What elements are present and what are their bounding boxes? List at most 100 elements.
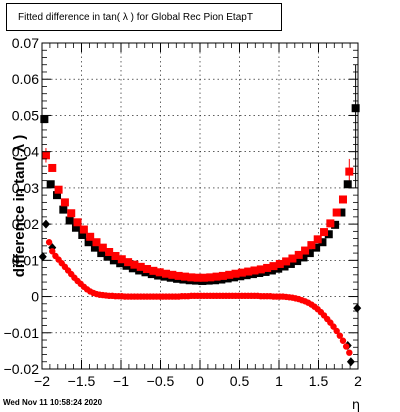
y-tick-label: −0.01 xyxy=(4,325,40,341)
data-point-circle xyxy=(333,327,340,335)
data-point-square xyxy=(143,265,152,274)
x-tick-label: −0.5 xyxy=(147,373,175,389)
data-point-square xyxy=(168,270,177,279)
x-axis-label: η xyxy=(352,398,360,412)
y-tick-label: 0.03 xyxy=(12,180,39,196)
data-point-square xyxy=(331,220,340,229)
data-point-square xyxy=(60,198,69,207)
data-point-square xyxy=(218,271,227,280)
data-point-square xyxy=(117,255,126,264)
data-point-square xyxy=(267,266,276,275)
data-point-square xyxy=(337,208,346,217)
data-point-square xyxy=(124,258,133,267)
data-point-circle xyxy=(336,332,344,339)
grid xyxy=(41,42,359,370)
data-point-square xyxy=(307,241,316,250)
data-point-square xyxy=(90,243,99,252)
data-point-square xyxy=(324,230,333,239)
data-point-square xyxy=(269,262,278,271)
data-point-square xyxy=(54,185,63,194)
data-point-diamond xyxy=(353,303,362,313)
x-tick-label: 1.5 xyxy=(309,373,329,389)
y-tick-label: 0.02 xyxy=(12,216,39,232)
data-point-square xyxy=(65,216,74,225)
data-point-square xyxy=(275,259,284,268)
data-point-circle xyxy=(339,337,347,344)
data-point-square xyxy=(40,115,49,124)
y-tick-label: 0.05 xyxy=(12,107,39,123)
x-tick-label: −2 xyxy=(34,373,50,389)
axis-ticks xyxy=(41,42,359,370)
y-tick-label: 0.01 xyxy=(12,252,39,268)
data-point-square xyxy=(53,191,62,200)
y-tick-label: 0.04 xyxy=(12,144,39,160)
data-point-square xyxy=(97,249,106,258)
data-point-square xyxy=(225,270,234,279)
data-point-square xyxy=(338,195,347,204)
data-point-square xyxy=(41,151,50,160)
data-point-square xyxy=(149,266,158,275)
data-point-square xyxy=(282,257,291,266)
data-point-square xyxy=(84,238,93,247)
y-tick-label: −0.02 xyxy=(4,361,40,377)
data-point-square xyxy=(250,266,259,275)
data-point-square xyxy=(244,267,253,276)
data-point-square xyxy=(59,205,68,214)
data-point-square xyxy=(332,208,341,217)
data-point-square xyxy=(48,163,57,172)
data-point-square xyxy=(237,268,246,277)
data-point-square xyxy=(318,238,327,247)
data-point-square xyxy=(305,249,314,258)
data-point-circle xyxy=(45,239,53,246)
data-point-square xyxy=(105,248,114,257)
data-point-square xyxy=(212,272,221,281)
data-point-square xyxy=(103,252,112,261)
data-point-square xyxy=(92,238,101,247)
y-tick-label: 0.06 xyxy=(12,71,39,87)
data-point-square xyxy=(193,273,202,282)
data-point-square xyxy=(199,273,208,282)
data-point-square xyxy=(256,265,265,274)
data-point-square xyxy=(286,259,295,268)
data-points xyxy=(38,104,362,367)
chart-title: Fitted difference in tan( λ ) for Global… xyxy=(18,12,253,23)
data-point-square xyxy=(301,246,310,255)
data-point-square xyxy=(162,269,171,278)
data-point-square xyxy=(299,253,308,262)
x-tick-label: 2 xyxy=(354,373,362,389)
data-point-square xyxy=(312,243,321,252)
data-point-square xyxy=(130,260,139,269)
data-point-circle xyxy=(346,349,353,356)
data-point-square xyxy=(288,254,297,263)
data-point-square xyxy=(313,235,322,244)
data-point-square xyxy=(73,218,82,227)
data-point-square xyxy=(187,273,196,282)
x-tick-label: −1 xyxy=(113,373,129,389)
timestamp: Wed Nov 11 10:58:24 2020 xyxy=(3,398,103,407)
data-point-square xyxy=(136,262,145,271)
tick-labels: −2 −1.5 −1 −0.5 0 0.5 1 1.5 2 −0.02 −0.01 0 0.01 0.02… xyxy=(4,35,363,389)
x-tick-label: 0 xyxy=(196,373,204,389)
data-point-square xyxy=(67,209,76,218)
data-point-square xyxy=(274,264,283,273)
chart-title-box: Fitted difference in tan( λ ) for Global… xyxy=(6,3,282,31)
data-point-square xyxy=(326,219,335,228)
data-point-diamond xyxy=(346,357,355,367)
data-point-circle xyxy=(342,343,350,350)
data-point-square xyxy=(343,180,352,189)
data-point-square xyxy=(71,223,80,232)
data-point-diamond xyxy=(38,252,47,262)
data-point-square xyxy=(109,256,118,265)
x-tick-label: 0.5 xyxy=(230,373,250,389)
data-point-square xyxy=(86,232,95,241)
data-point-square xyxy=(280,262,289,271)
data-point-square xyxy=(79,225,88,234)
data-point-square xyxy=(345,167,354,176)
data-point-square xyxy=(231,269,240,278)
data-point-square xyxy=(78,230,87,239)
y-tick-label: 0.07 xyxy=(12,35,39,51)
data-point-square xyxy=(46,180,55,189)
data-point-square xyxy=(320,228,329,237)
y-tick-label: 0 xyxy=(31,289,39,305)
